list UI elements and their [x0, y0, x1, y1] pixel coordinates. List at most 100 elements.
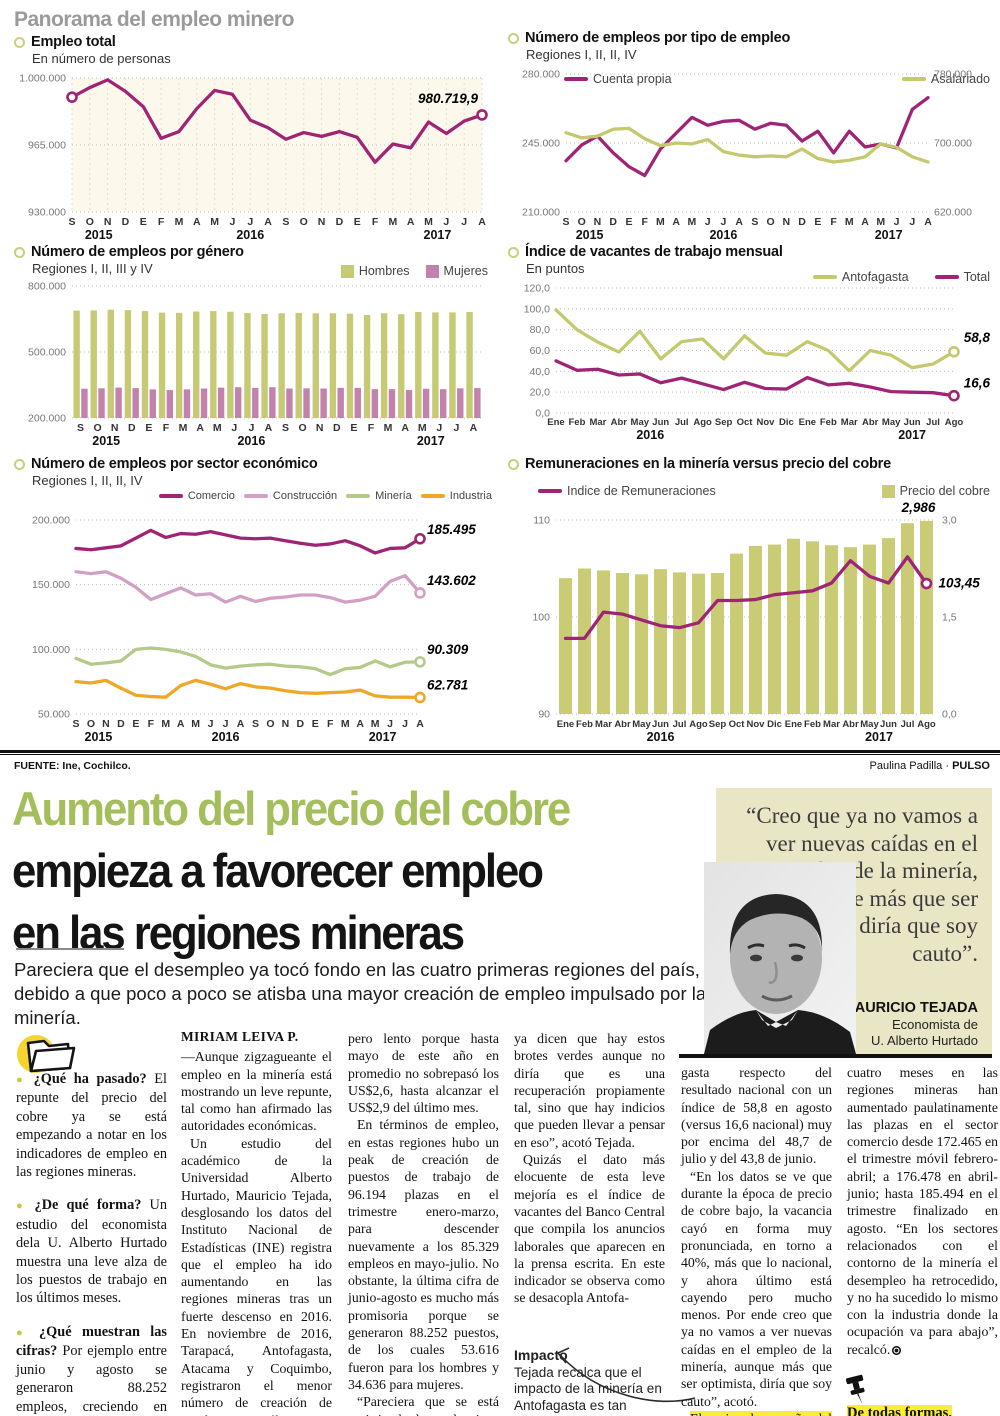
- svg-text:110: 110: [533, 515, 550, 527]
- svg-text:800.000: 800.000: [28, 281, 66, 293]
- svg-text:A: A: [265, 422, 273, 434]
- legend-swatch: [420, 494, 445, 498]
- svg-text:Abr: Abr: [842, 719, 859, 730]
- svg-text:N: N: [594, 216, 602, 228]
- svg-text:Feb: Feb: [569, 417, 586, 428]
- legend-item: Minería: [346, 490, 412, 502]
- svg-text:780.000: 780.000: [934, 69, 972, 81]
- svg-text:Nov: Nov: [756, 417, 775, 428]
- svg-text:200.000: 200.000: [28, 413, 66, 425]
- credit-brand: PULSO: [952, 760, 990, 772]
- svg-text:40,0: 40,0: [530, 366, 551, 378]
- chart-legend: Indice de Remuneraciones Precio del cobre: [538, 484, 990, 498]
- svg-text:M: M: [656, 216, 665, 228]
- chart-bullet-icon: [14, 458, 25, 470]
- legend-swatch: [340, 264, 354, 278]
- legend-swatch: [243, 494, 268, 498]
- legend-item: Antofagasta: [812, 270, 909, 284]
- svg-text:J: J: [247, 216, 253, 228]
- svg-text:Nov: Nov: [747, 719, 766, 730]
- svg-text:E: E: [312, 718, 319, 730]
- svg-text:A: A: [407, 216, 415, 228]
- svg-text:2015: 2015: [576, 228, 604, 242]
- svg-text:M: M: [213, 422, 222, 434]
- chart-subtitle: Regiones I, II, II, IV: [32, 473, 143, 488]
- legend-item: Precio del cobre: [881, 484, 990, 498]
- summary-item: ● ¿De qué forma? Un estudio del economis…: [16, 1197, 168, 1307]
- credit-name: Paulina Padilla ·: [869, 760, 950, 772]
- svg-text:A: A: [924, 216, 932, 228]
- legend-item: Comercio: [158, 490, 235, 502]
- legend-swatch: [158, 494, 183, 498]
- svg-text:J: J: [230, 216, 236, 228]
- svg-text:A: A: [735, 216, 743, 228]
- legend-swatch: [538, 489, 562, 493]
- svg-text:Ago: Ago: [917, 719, 936, 730]
- svg-text:2016: 2016: [636, 428, 664, 442]
- headline-line-1: Aumento del precio del cobre: [12, 782, 571, 835]
- chart-subtitle: En número de personas: [32, 51, 171, 66]
- svg-text:F: F: [148, 718, 155, 730]
- svg-text:S: S: [751, 216, 758, 228]
- svg-text:A: A: [237, 718, 245, 730]
- svg-text:2017: 2017: [865, 730, 893, 744]
- bullet-icon: ●: [16, 1200, 35, 1213]
- paragraph: gasta respecto del resultado nacional co…: [681, 1065, 832, 1167]
- legend-item: Hombres: [340, 264, 410, 278]
- svg-text:D: D: [336, 216, 344, 228]
- quote-author-role: Economista de U. Alberto Hurtado: [871, 1017, 978, 1048]
- svg-text:D: D: [609, 216, 617, 228]
- svg-text:2016: 2016: [212, 730, 240, 744]
- svg-text:D: D: [798, 216, 806, 228]
- highlighted-text: El mejor desempeño del sector minero tam…: [681, 1410, 832, 1416]
- svg-text:143.602: 143.602: [427, 573, 476, 588]
- svg-text:2015: 2015: [85, 228, 113, 242]
- svg-text:S: S: [68, 216, 75, 228]
- svg-text:103,45: 103,45: [939, 576, 981, 591]
- svg-text:M: M: [418, 422, 427, 434]
- svg-text:Oct: Oct: [729, 719, 746, 730]
- svg-text:F: F: [327, 718, 334, 730]
- chart-title: Empleo total: [31, 34, 116, 50]
- svg-text:Jun: Jun: [652, 719, 669, 730]
- svg-text:980.719,9: 980.719,9: [418, 91, 479, 106]
- headline-line-2: empieza a favorecer empleo: [12, 844, 544, 897]
- svg-text:Dic: Dic: [779, 417, 794, 428]
- svg-text:16,6: 16,6: [964, 376, 991, 391]
- source-label: FUENTE: Ine, Cochilco.: [14, 760, 131, 772]
- svg-text:J: J: [909, 216, 915, 228]
- paragraph: “En los datos se ve que durante la época…: [681, 1168, 832, 1409]
- svg-text:2017: 2017: [417, 434, 445, 448]
- svg-text:1.000.000: 1.000.000: [19, 73, 66, 85]
- svg-text:A: A: [672, 216, 680, 228]
- svg-text:F: F: [163, 422, 170, 434]
- chart-subtitle: Regiones I, II, III y IV: [32, 261, 153, 276]
- chart-vacantes: Índice de vacantes de trabajo mensual En …: [508, 244, 994, 446]
- svg-text:May: May: [882, 417, 901, 428]
- svg-text:Ene: Ene: [785, 719, 802, 730]
- chart-legend: Antofagasta Total: [812, 270, 990, 284]
- summary-item: ● ¿Qué muestran las cifras? Por ejemplo …: [16, 1323, 167, 1415]
- svg-text:J: J: [461, 216, 467, 228]
- svg-text:2015: 2015: [92, 434, 120, 448]
- svg-text:S: S: [77, 422, 84, 434]
- svg-text:Jun: Jun: [880, 719, 897, 730]
- svg-text:May: May: [632, 719, 651, 730]
- svg-text:O: O: [86, 216, 94, 228]
- svg-text:S: S: [282, 422, 289, 434]
- svg-text:S: S: [282, 216, 289, 228]
- svg-text:60,0: 60,0: [530, 345, 551, 357]
- svg-text:N: N: [783, 216, 791, 228]
- svg-text:2016: 2016: [647, 730, 675, 744]
- svg-text:Sep: Sep: [709, 719, 727, 730]
- chart-bullet-icon: [508, 32, 519, 44]
- svg-text:O: O: [578, 216, 586, 228]
- svg-text:E: E: [132, 718, 139, 730]
- svg-text:700.000: 700.000: [934, 138, 972, 150]
- paragraph: pero lento porque hasta mayo de este año…: [348, 1031, 499, 1116]
- legend-item: Total: [934, 270, 990, 284]
- svg-text:Jun: Jun: [652, 417, 669, 428]
- chart-title: Número de empleos por tipo de empleo: [525, 30, 791, 46]
